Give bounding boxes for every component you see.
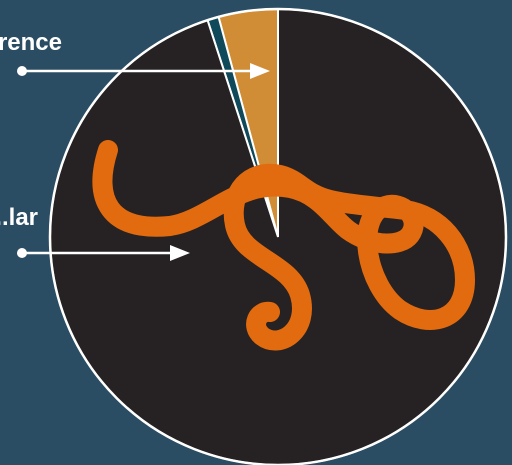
decorative-squiggle xyxy=(92,140,475,351)
callout-arrow-reference xyxy=(250,63,270,79)
callout-arrow-lar xyxy=(170,245,190,261)
pie-outline xyxy=(48,7,508,465)
slice-label-lar: ...lar xyxy=(0,204,38,231)
slice-label-reference: ...rence xyxy=(0,29,62,56)
